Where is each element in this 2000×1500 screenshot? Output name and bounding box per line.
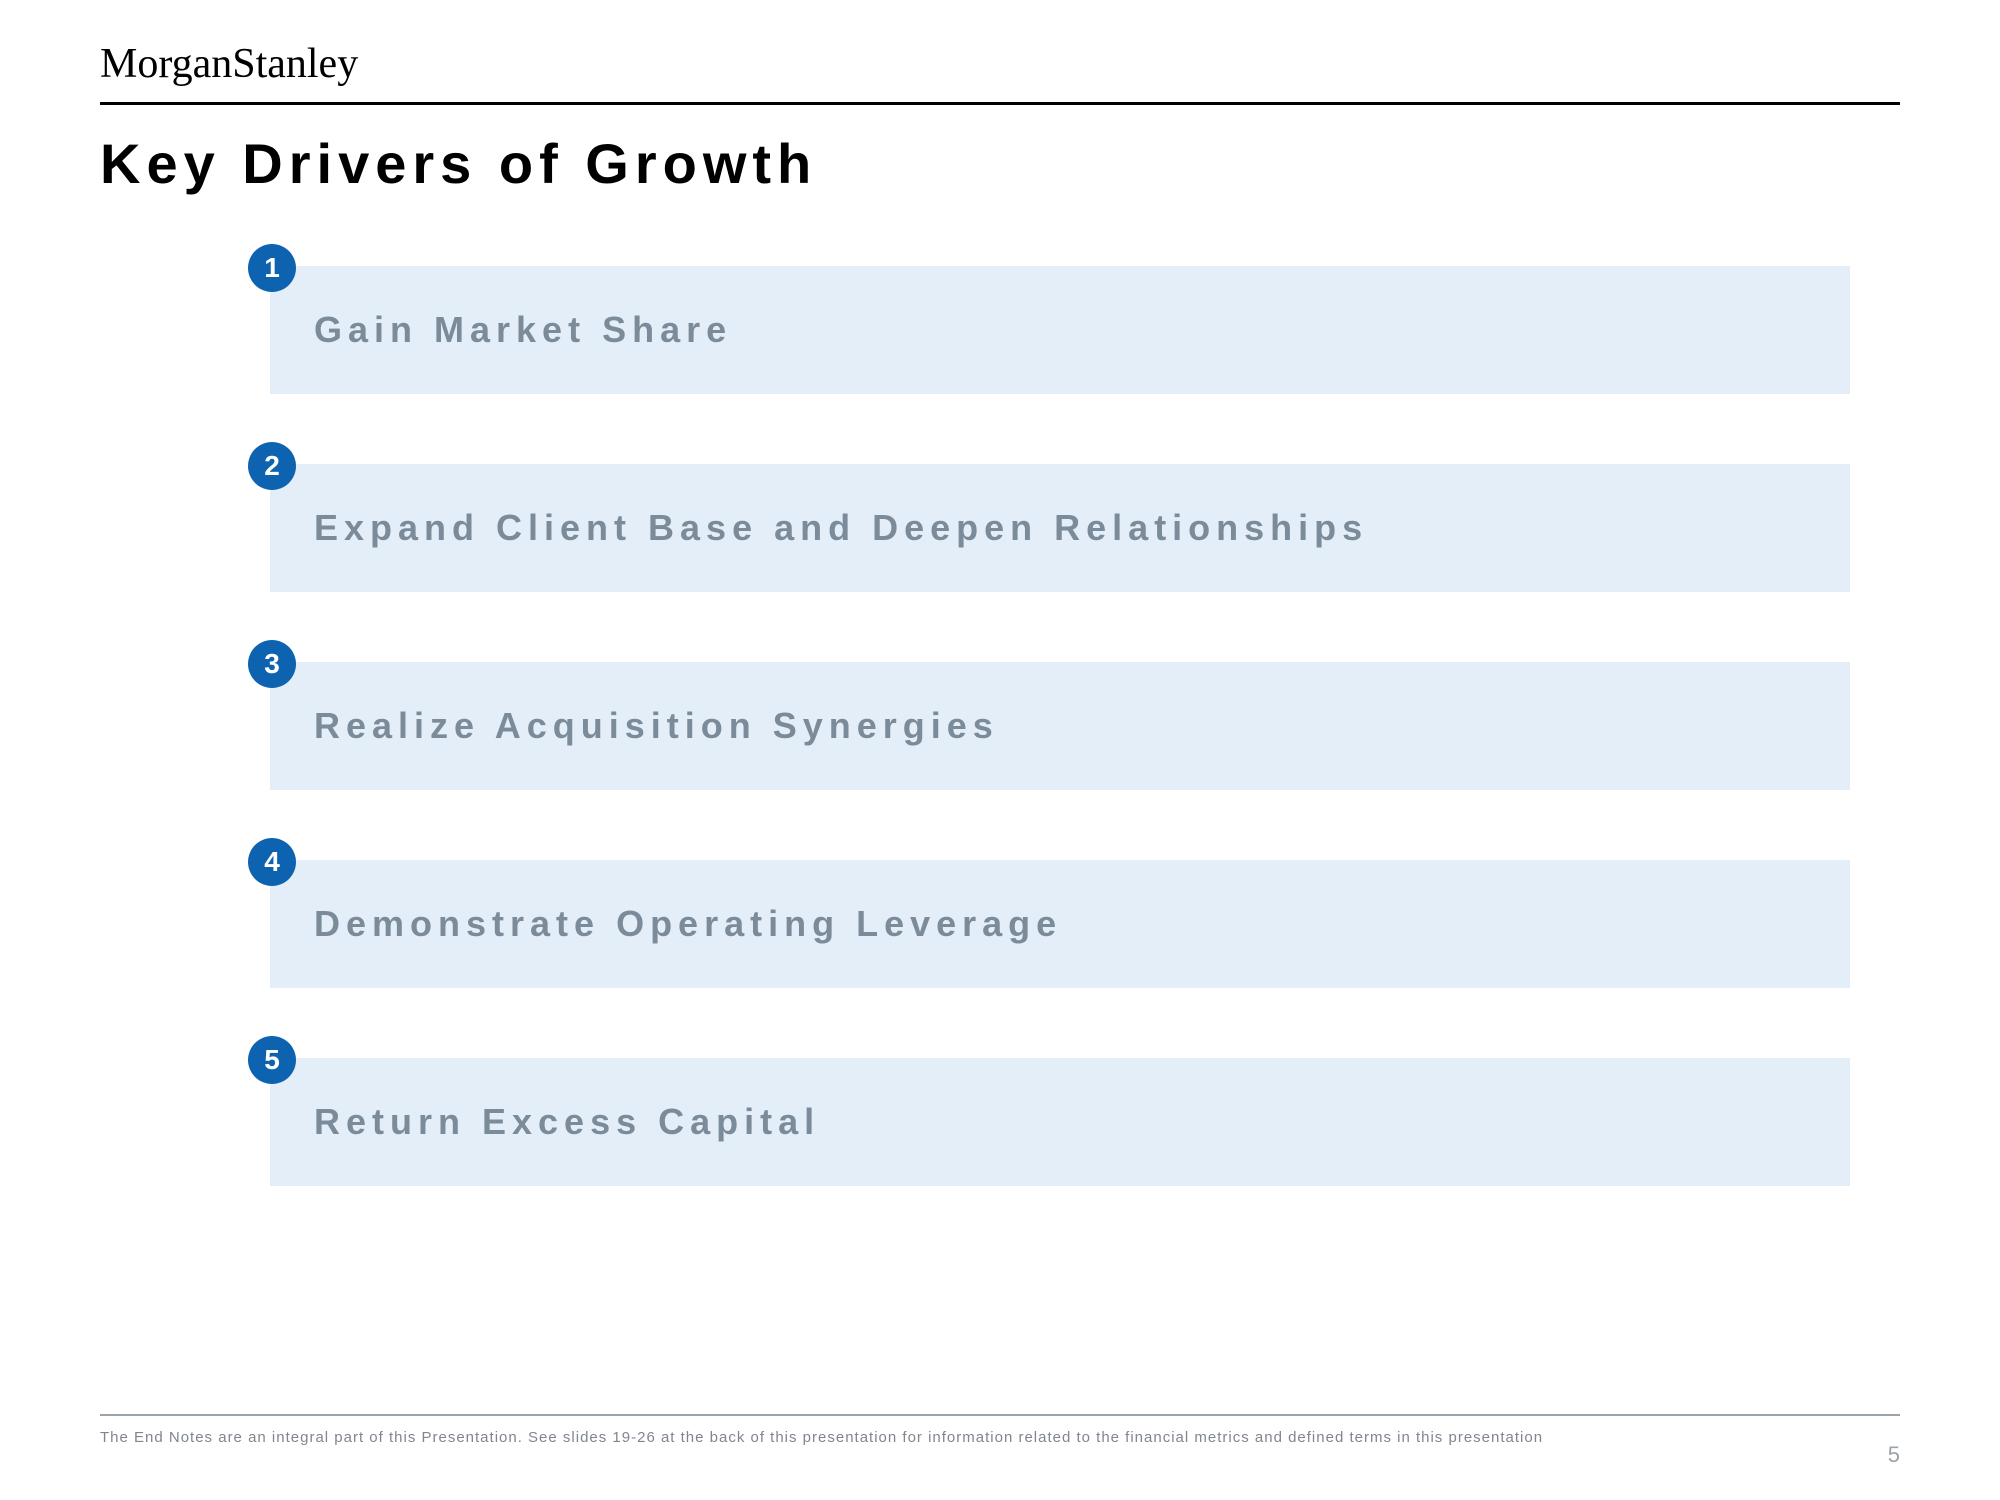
driver-item: 4 Demonstrate Operating Leverage (270, 860, 1850, 988)
driver-number-badge: 5 (248, 1036, 296, 1084)
brand-logo: MorganStanley (100, 40, 1900, 102)
driver-bar: Gain Market Share (270, 266, 1850, 394)
page-number: 5 (1888, 1442, 1900, 1468)
footer-note: The End Notes are an integral part of th… (100, 1429, 1860, 1446)
driver-bar: Expand Client Base and Deepen Relationsh… (270, 464, 1850, 592)
driver-item: 3 Realize Acquisition Synergies (270, 662, 1850, 790)
driver-number-badge: 3 (248, 640, 296, 688)
brand-second: Stanley (232, 41, 358, 87)
slide: MorganStanley Key Drivers of Growth 1 Ga… (0, 0, 2000, 1500)
drivers-list: 1 Gain Market Share 2 Expand Client Base… (270, 266, 1850, 1186)
header-rule (100, 102, 1900, 105)
driver-label: Demonstrate Operating Leverage (314, 903, 1062, 945)
brand-first: Morgan (100, 41, 232, 87)
slide-title: Key Drivers of Growth (100, 131, 1900, 196)
footer-rule (100, 1414, 1900, 1416)
driver-number-badge: 4 (248, 838, 296, 886)
driver-label: Return Excess Capital (314, 1101, 820, 1143)
driver-number-badge: 2 (248, 442, 296, 490)
driver-label: Realize Acquisition Synergies (314, 705, 999, 747)
driver-item: 5 Return Excess Capital (270, 1058, 1850, 1186)
driver-bar: Demonstrate Operating Leverage (270, 860, 1850, 988)
driver-item: 2 Expand Client Base and Deepen Relation… (270, 464, 1850, 592)
driver-number-badge: 1 (248, 244, 296, 292)
driver-bar: Realize Acquisition Synergies (270, 662, 1850, 790)
driver-label: Expand Client Base and Deepen Relationsh… (314, 507, 1368, 549)
driver-item: 1 Gain Market Share (270, 266, 1850, 394)
driver-label: Gain Market Share (314, 309, 732, 351)
driver-bar: Return Excess Capital (270, 1058, 1850, 1186)
